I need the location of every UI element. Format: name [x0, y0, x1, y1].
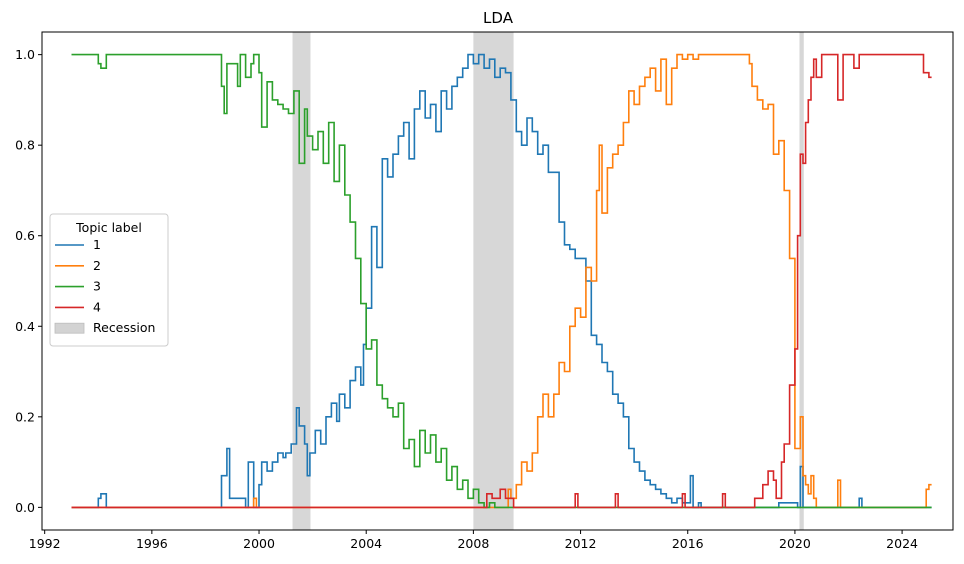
x-tick-label-2016: 2016	[672, 536, 704, 551]
legend: Topic label 1 2 3 4 Recession	[49, 213, 169, 347]
series-line-topic-2	[71, 53, 932, 509]
legend-items: 1 2 3 4 Recession	[54, 237, 155, 335]
recession-band-2	[473, 32, 514, 530]
recession-band-1	[292, 32, 311, 530]
legend-frame	[49, 213, 169, 347]
legend-swatch-recession	[54, 322, 85, 334]
legend-label-topic-3: 3	[93, 279, 101, 294]
series-layer	[71, 53, 932, 509]
recession-band-3	[799, 32, 804, 530]
y-axis: 0.0 0.2 0.4 0.6 0.8 1.0	[15, 47, 42, 515]
series-line-topic-4	[71, 53, 932, 509]
y-tick-label-0.4: 0.4	[15, 319, 35, 334]
y-tick-label-0.0: 0.0	[15, 500, 35, 515]
x-tick-label-2024: 2024	[886, 536, 918, 551]
chart-title: LDA	[483, 9, 514, 27]
x-axis: 1992 1996 2000 2004 2008 2012 2016 2020 2024	[29, 530, 918, 551]
x-tick-label-2012: 2012	[565, 536, 597, 551]
legend-label-recession: Recession	[93, 320, 155, 335]
x-tick-label-2004: 2004	[350, 536, 382, 551]
plot-frame	[41, 31, 954, 531]
recession-layer	[292, 32, 804, 530]
legend-label-topic-2: 2	[93, 258, 101, 273]
x-tick-label-1996: 1996	[136, 536, 168, 551]
legend-label-topic-1: 1	[93, 237, 101, 252]
x-tick-label-2000: 2000	[243, 536, 275, 551]
y-tick-label-1.0: 1.0	[15, 47, 35, 62]
series-line-topic-3	[71, 53, 932, 509]
series-line-topic-1	[71, 53, 932, 509]
x-tick-label-2008: 2008	[457, 536, 489, 551]
y-tick-label-0.2: 0.2	[15, 409, 35, 424]
legend-label-topic-4: 4	[93, 299, 101, 314]
y-tick-label-0.6: 0.6	[15, 228, 35, 243]
x-tick-label-2020: 2020	[779, 536, 811, 551]
y-tick-label-0.8: 0.8	[15, 138, 35, 153]
x-tick-label-1992: 1992	[29, 536, 61, 551]
legend-title: Topic label	[75, 220, 142, 235]
